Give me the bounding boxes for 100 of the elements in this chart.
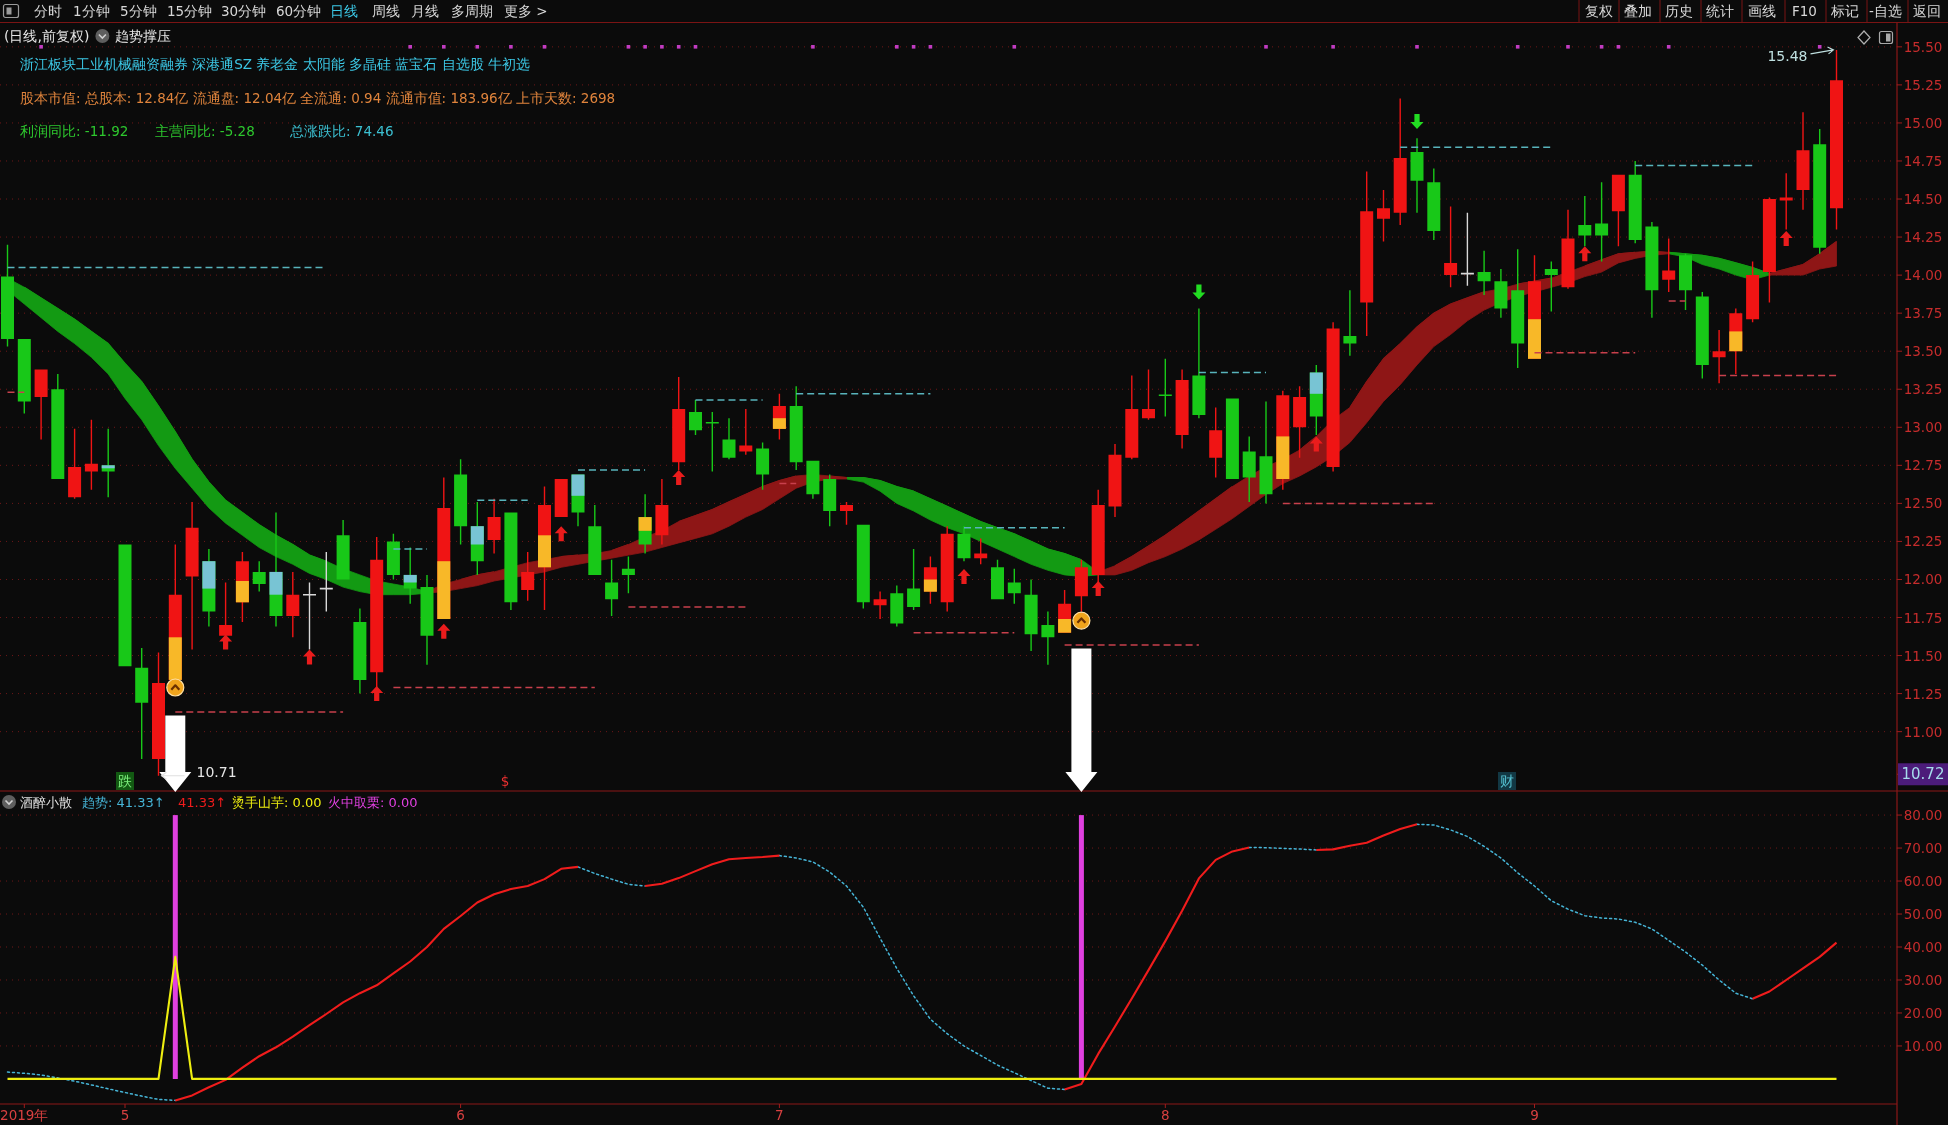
bar [202,561,216,589]
annotation: 主营同比: -5.28 [155,123,255,139]
bar [571,474,585,496]
bar [235,581,249,603]
text: 历史 [1665,3,1693,19]
candlestick [1427,168,1441,241]
y-tick-label: 15.50 [1903,38,1943,55]
text: 分时 [34,3,62,19]
y-tick-label: 50.00 [1903,906,1943,923]
text: 多周期 [451,3,493,19]
candlestick [34,369,48,440]
candlestick [1259,401,1273,504]
point [475,45,480,49]
bar [638,517,652,531]
annotation: 股本市值: 总股本: 12.84亿 流通盘: 12.04亿 全流通: 0.94 流通市值: 183.96亿 上市天数: 2698 [20,90,616,106]
candlestick [739,409,753,455]
point [1566,45,1570,49]
candlestick [806,460,820,499]
annotation: 总涨跌比: 74.46 [289,123,394,139]
point [1410,113,1424,129]
y-tick-label: 14.25 [1903,229,1943,246]
x-tick-label: 5 [120,1107,130,1123]
point [370,686,384,702]
annotation: $ [500,773,510,789]
bar [923,579,937,592]
candlestick [1192,308,1206,419]
point [1331,45,1335,49]
x-tick-label: 8 [1161,1107,1170,1123]
candlestick [1041,611,1055,665]
x-tick-label: 9 [1530,1107,1539,1123]
text: 周线 [372,3,400,19]
y-tick-label: 80.00 [1903,807,1943,824]
candlestick [722,418,736,460]
bar [470,526,484,545]
bar [269,571,283,595]
candlestick [1175,369,1189,449]
point [1578,246,1592,262]
text: 画线 [1748,3,1776,19]
candlestick [420,574,434,665]
candlestick [1695,291,1709,379]
candlestick [1712,329,1726,384]
candlestick [487,498,501,554]
text: 趋势: 41.33↑ [82,794,165,810]
x-tick-label: 2019年 [0,1107,49,1123]
annotation: 浙江板块工业机械融资融券 深港通SZ 养老金 太阳能 多晶硅 蓝宝石 自选股 牛初选 [20,56,530,72]
y-tick-label: 12.00 [1903,571,1943,588]
y-tick-label: 60.00 [1903,873,1943,890]
point [219,634,233,650]
point [660,45,664,49]
point [1616,45,1621,49]
text: 火中取栗: 0.00 [328,794,418,810]
point [895,45,899,49]
bar [1528,319,1541,359]
y-tick-label: 15.25 [1903,76,1943,93]
point [437,623,451,639]
candlestick [1796,112,1810,210]
text: 标记 [1830,3,1859,19]
y-tick-label: 14.75 [1903,152,1943,169]
y-tick-label: 10.00 [1903,1037,1943,1054]
text: F10 [1792,3,1817,19]
annotation: 跌 [118,773,132,789]
text: 烫手山芋: 0.00 [232,794,322,810]
point [626,45,631,49]
candlestick [1410,138,1424,213]
candlestick [655,479,669,545]
bar [1309,372,1323,394]
candlestick [118,544,132,667]
y-tick-label: 10.72 [1901,765,1945,784]
point [1666,45,1671,49]
candlestick [1225,398,1239,479]
text: 5分钟 [120,3,157,19]
candlestick [1813,129,1827,254]
text: 叠加 [1624,3,1652,19]
y-tick-label: 13.75 [1903,305,1943,322]
point [911,45,916,49]
candlestick [1477,250,1491,295]
annotation: 41.33↑ [178,794,227,810]
candlestick [873,591,887,619]
annotation: 财 [1500,773,1514,789]
annotation: 15.48 [1767,47,1808,64]
annotation: 10.71 [196,763,237,780]
candlestick [353,608,367,694]
text: 复权 [1585,3,1613,19]
point [442,45,446,49]
y-tick-label: 20.00 [1903,1004,1943,1021]
y-tick-label: 13.50 [1903,343,1943,360]
y-tick-label: 70.00 [1903,840,1943,857]
chart-title: (日线,前复权) [4,28,90,44]
point [672,470,686,485]
point [643,45,647,49]
bar [1729,331,1743,352]
candlestick [1561,209,1575,289]
text: 30分钟 [221,3,267,19]
point [166,678,185,697]
text: 统计 [1706,3,1734,19]
candlestick [1645,221,1659,318]
chart-subtitle: 趋势撑压 [115,28,172,44]
candlestick [588,504,602,575]
point [928,45,933,49]
bar [403,574,417,583]
